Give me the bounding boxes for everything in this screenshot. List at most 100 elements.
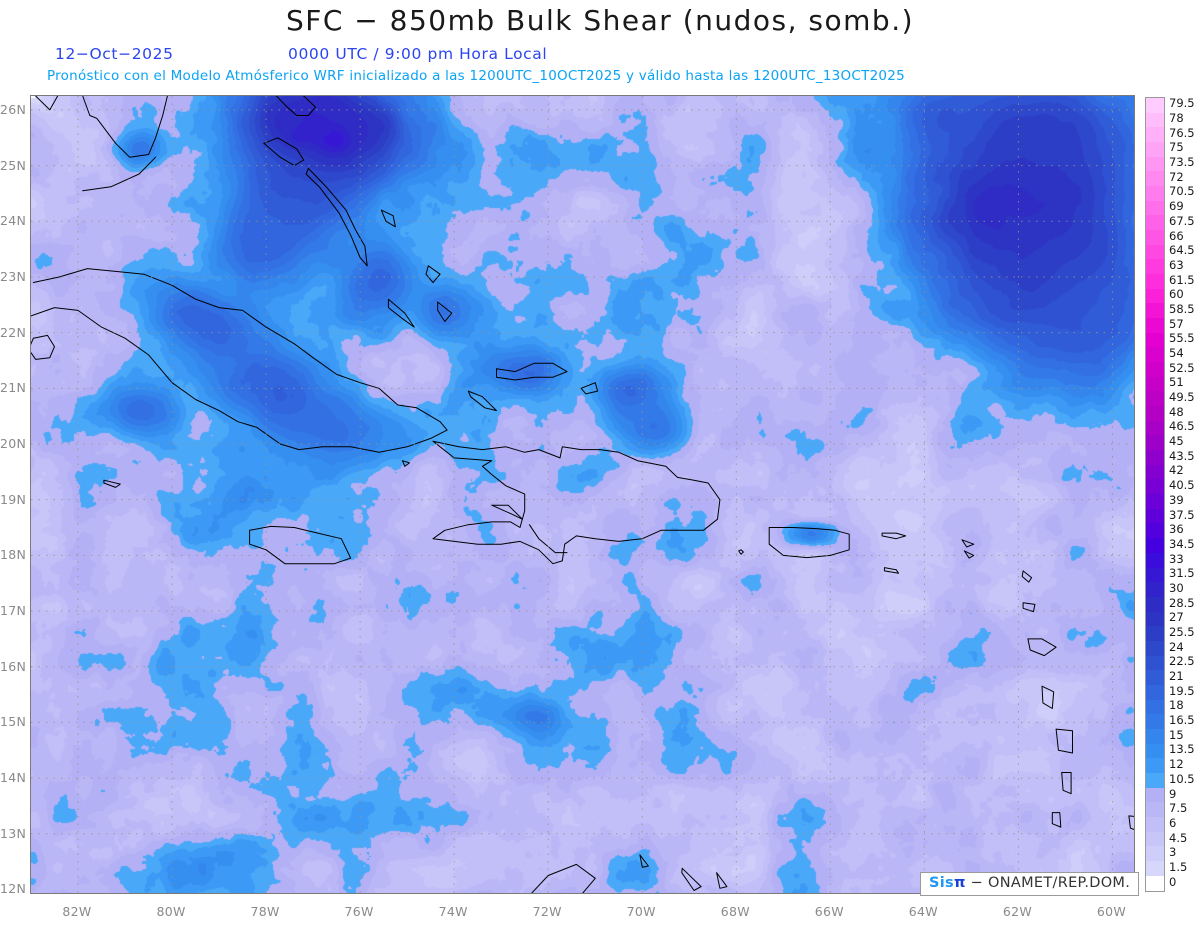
colorbar-tick-label: 28.5 xyxy=(1169,595,1195,610)
attribution-badge: Sisπ − ONAMET/REP.DOM. xyxy=(920,872,1140,896)
colorbar-cell xyxy=(1146,787,1164,803)
colorbar-tick-label: 19.5 xyxy=(1169,683,1195,698)
colorbar-tick-label: 43.5 xyxy=(1169,448,1195,463)
colorbar-cell xyxy=(1146,802,1164,817)
colorbar-tick-label: 55.5 xyxy=(1169,331,1195,346)
x-axis-tick: 74W xyxy=(438,904,468,919)
colorbar-tick-label: 24 xyxy=(1169,639,1184,654)
colorbar-tick-label: 31.5 xyxy=(1169,566,1195,581)
brand-agency: − ONAMET/REP.DOM. xyxy=(965,875,1131,891)
colorbar-tick-label: 51 xyxy=(1169,375,1184,390)
colorbar-cell xyxy=(1146,728,1164,744)
colorbar-tick-labels: 79.5 78 76.5 75 73.5 72 70.5 69 67.5 66 64.5 63 61.5… xyxy=(1169,92,1200,902)
colorbar-tick-label: 7.5 xyxy=(1169,801,1188,816)
colorbar-cell xyxy=(1146,318,1164,333)
colorbar-tick-label: 34.5 xyxy=(1169,536,1195,551)
x-axis-tick: 62W xyxy=(1002,904,1033,919)
colorbar-cell xyxy=(1146,244,1164,260)
colorbar-cell xyxy=(1146,406,1164,421)
colorbar-tick-label: 6 xyxy=(1169,815,1177,830)
colorbar-tick-label: 39 xyxy=(1169,492,1184,507)
colorbar-tick-label: 22.5 xyxy=(1169,654,1195,669)
colorbar-cell xyxy=(1146,450,1164,465)
colorbar-tick-label: 69 xyxy=(1169,199,1184,214)
colorbar-cell xyxy=(1146,552,1164,568)
colorbar-cell xyxy=(1146,772,1164,788)
colorbar-cell xyxy=(1146,640,1164,656)
colorbar-cell xyxy=(1146,274,1164,289)
forecast-time: 0000 UTC / 9:00 pm Hora Local xyxy=(288,45,548,63)
y-axis-tick: 19N xyxy=(0,491,27,507)
colorbar-cell xyxy=(1146,200,1164,216)
colorbar-cell xyxy=(1146,347,1164,363)
colorbar-cell xyxy=(1146,420,1164,436)
colorbar-cell xyxy=(1146,435,1164,451)
colorbar-tick-label: 0 xyxy=(1169,874,1177,889)
colorbar-cell xyxy=(1146,743,1164,759)
colorbar-tick-label: 4.5 xyxy=(1169,830,1188,845)
x-axis-tick: 70W xyxy=(626,904,656,919)
colorbar-cell xyxy=(1146,860,1164,876)
colorbar-cell xyxy=(1146,303,1164,319)
page-title: SFC − 850mb Bulk Shear (nudos, somb.) xyxy=(285,4,915,37)
colorbar-tick-label: 37.5 xyxy=(1169,507,1195,522)
colorbar-cell xyxy=(1146,362,1164,377)
colorbar-cell xyxy=(1146,186,1164,201)
colorbar-cell xyxy=(1146,112,1164,128)
brand-prefix: Sis xyxy=(929,875,954,891)
x-axis-tick: 76W xyxy=(344,904,374,919)
colorbar-cell xyxy=(1146,655,1164,671)
colorbar-cell xyxy=(1146,567,1164,583)
colorbar-cell xyxy=(1146,611,1164,627)
forecast-date: 12−Oct−2025 xyxy=(55,45,174,63)
colorbar-cell xyxy=(1146,391,1164,407)
x-axis-tick: 68W xyxy=(720,904,750,919)
colorbar-tick-label: 64.5 xyxy=(1169,243,1195,258)
colorbar-tick-label: 46.5 xyxy=(1169,419,1195,434)
colorbar-tick-label: 12 xyxy=(1169,757,1184,772)
y-axis-tick: 14N xyxy=(0,770,27,786)
x-axis-tick: 60W xyxy=(1096,904,1127,919)
colorbar-cell xyxy=(1146,758,1164,773)
colorbar-tick-label: 42 xyxy=(1169,463,1184,478)
colorbar-tick-label: 45 xyxy=(1169,434,1184,449)
colorbar-cell xyxy=(1146,596,1164,612)
colorbar-tick-label: 52.5 xyxy=(1169,360,1195,375)
colorbar[interactable] xyxy=(1145,97,1165,892)
subheader: 12−Oct−2025 0000 UTC / 9:00 pm Hora Loca… xyxy=(0,45,1200,65)
colorbar-tick-label: 70.5 xyxy=(1169,184,1195,199)
colorbar-cell xyxy=(1146,479,1164,495)
y-axis-tick: 16N xyxy=(0,658,27,674)
colorbar-tick-label: 57 xyxy=(1169,316,1184,331)
colorbar-cell xyxy=(1146,156,1164,172)
colorbar-tick-label: 16.5 xyxy=(1169,713,1195,728)
x-axis-tick: 64W xyxy=(908,904,938,919)
colorbar-cell xyxy=(1146,875,1164,891)
colorbar-tick-label: 13.5 xyxy=(1169,742,1195,757)
colorbar-tick-label: 72 xyxy=(1169,169,1184,184)
colorbar-cell xyxy=(1146,142,1164,157)
x-axis-tick: 78W xyxy=(250,904,280,919)
y-axis-tick: 20N xyxy=(0,435,27,451)
colorbar-tick-label: 18 xyxy=(1169,698,1184,713)
y-axis-tick: 17N xyxy=(0,603,27,619)
colorbar-tick-label: 66 xyxy=(1169,228,1184,243)
colorbar-tick-label: 30 xyxy=(1169,580,1184,595)
colorbar-tick-label: 27 xyxy=(1169,610,1184,625)
colorbar-tick-label: 61.5 xyxy=(1169,272,1195,287)
model-caption: Pronóstico con el Modelo Atmósferico WRF… xyxy=(47,68,905,84)
colorbar-tick-label: 79.5 xyxy=(1169,96,1195,111)
colorbar-tick-label: 76.5 xyxy=(1169,125,1195,140)
y-axis-tick: 18N xyxy=(0,547,27,563)
colorbar-tick-label: 73.5 xyxy=(1169,155,1195,170)
map-plot-area[interactable] xyxy=(30,95,1135,894)
colorbar-cell xyxy=(1146,127,1164,143)
colorbar-cell xyxy=(1146,816,1164,832)
y-axis-tick: 21N xyxy=(0,380,27,396)
colorbar-cell xyxy=(1146,523,1164,539)
colorbar-tick-label: 10.5 xyxy=(1169,771,1195,786)
colorbar-tick-label: 40.5 xyxy=(1169,478,1195,493)
colorbar-cell xyxy=(1146,464,1164,480)
x-axis-tick: 72W xyxy=(532,904,562,919)
